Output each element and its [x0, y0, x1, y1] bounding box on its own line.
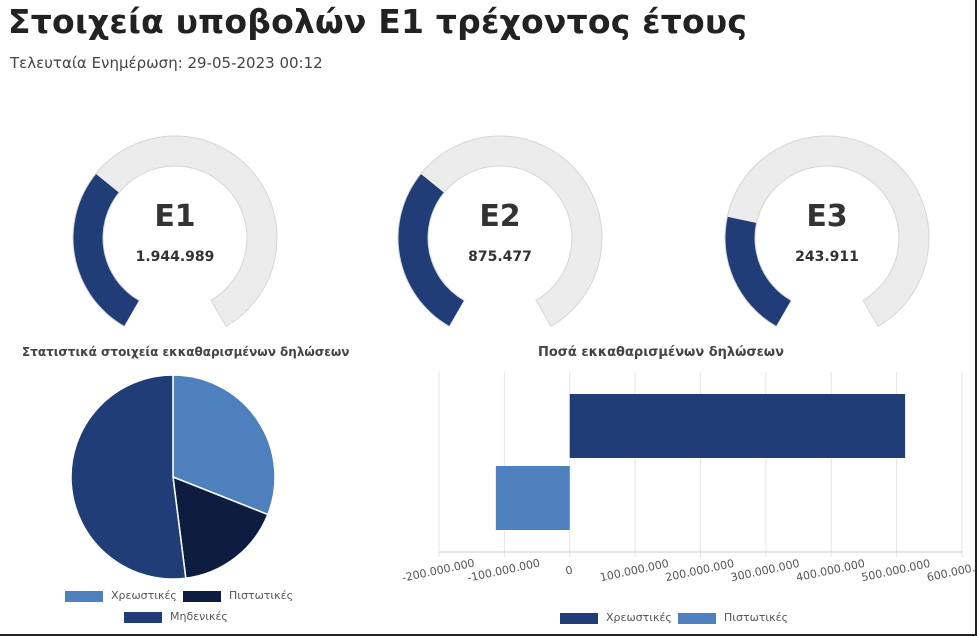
gauge-e3-label: Ε3 — [806, 199, 848, 234]
bar-legend-label: Πιστωτικές — [724, 611, 789, 624]
gauge-track — [72, 135, 278, 328]
x-tick-label: 600.000.000 — [926, 557, 975, 584]
bar-legend-swatch — [560, 612, 598, 624]
pie-slice — [70, 374, 187, 580]
x-tick-label: 100.000.000 — [599, 557, 670, 584]
x-tick-label: 500.000.000 — [860, 557, 931, 584]
x-tick-label: 300.000.000 — [730, 557, 801, 584]
gauge-e3: Ε3 243.911 — [722, 133, 932, 343]
x-tick-label: -200.000.000 — [401, 557, 476, 585]
pie-legend-swatch — [124, 611, 162, 623]
pie-chart-title: Στατιστικά στοιχεία εκκαθαρισμένων δηλώσ… — [22, 345, 350, 359]
bar-legend-label: Χρεωστικές — [606, 611, 672, 624]
bar-chart-title: Ποσά εκκαθαρισμένων δηλώσεων — [538, 345, 784, 360]
bar-legend-item[interactable]: Χρεωστικές — [560, 611, 672, 624]
gauge-fill — [725, 216, 791, 326]
x-tick-label: 400.000.000 — [795, 557, 866, 584]
bar-legend-swatch — [678, 612, 716, 624]
bar — [495, 466, 570, 530]
page-title: Στοιχεία υποβολών Ε1 τρέχοντος έτους — [8, 2, 748, 41]
pie-legend-label: Μηδενικές — [170, 610, 228, 623]
pie-slice — [172, 374, 276, 516]
x-tick-label: 0 — [564, 563, 574, 577]
gauge-e3-ring — [724, 135, 930, 328]
x-tick-label: 200.000.000 — [664, 557, 735, 584]
last-update-text: Τελευταία Ενημέρωση: 29-05-2023 00:12 — [10, 54, 323, 72]
bar-legend-item[interactable]: Πιστωτικές — [678, 611, 788, 624]
gauge-track — [397, 135, 603, 328]
gauge-fill — [73, 174, 139, 326]
pie-legend-swatch — [183, 590, 221, 602]
pie-legend-label: Πιστωτικές — [229, 589, 294, 602]
pie-legend-label: Χρεωστικές — [111, 589, 177, 602]
gauge-e1-ring — [72, 135, 278, 328]
gauge-e3-value: 243.911 — [795, 249, 859, 265]
pie-slice — [172, 475, 269, 580]
pie-legend-swatch — [65, 590, 103, 602]
pie-legend-item[interactable]: Μηδενικές — [124, 610, 228, 623]
pie-legend-item[interactable]: Πιστωτικές — [183, 589, 293, 602]
gauge-track — [724, 135, 930, 328]
gauge-e1: Ε1 1.944.989 — [70, 133, 280, 343]
gauge-e1-label: Ε1 — [154, 199, 196, 234]
gauge-e1-value: 1.944.989 — [135, 249, 215, 265]
gauge-e2-label: Ε2 — [479, 199, 521, 234]
gauge-e2-ring — [397, 135, 603, 328]
pie-chart — [70, 374, 276, 580]
x-tick-label: -100.000.000 — [466, 557, 541, 585]
pie-legend-item[interactable]: Χρεωστικές — [65, 589, 177, 602]
gauge-fill — [398, 174, 464, 326]
gauge-e2-value: 875.477 — [468, 249, 532, 265]
gauge-e2: Ε2 875.477 — [395, 133, 605, 343]
bar-chart: -200.000.000-100.000.000 0 100.000.000200.… — [401, 372, 975, 585]
bar — [569, 394, 906, 458]
